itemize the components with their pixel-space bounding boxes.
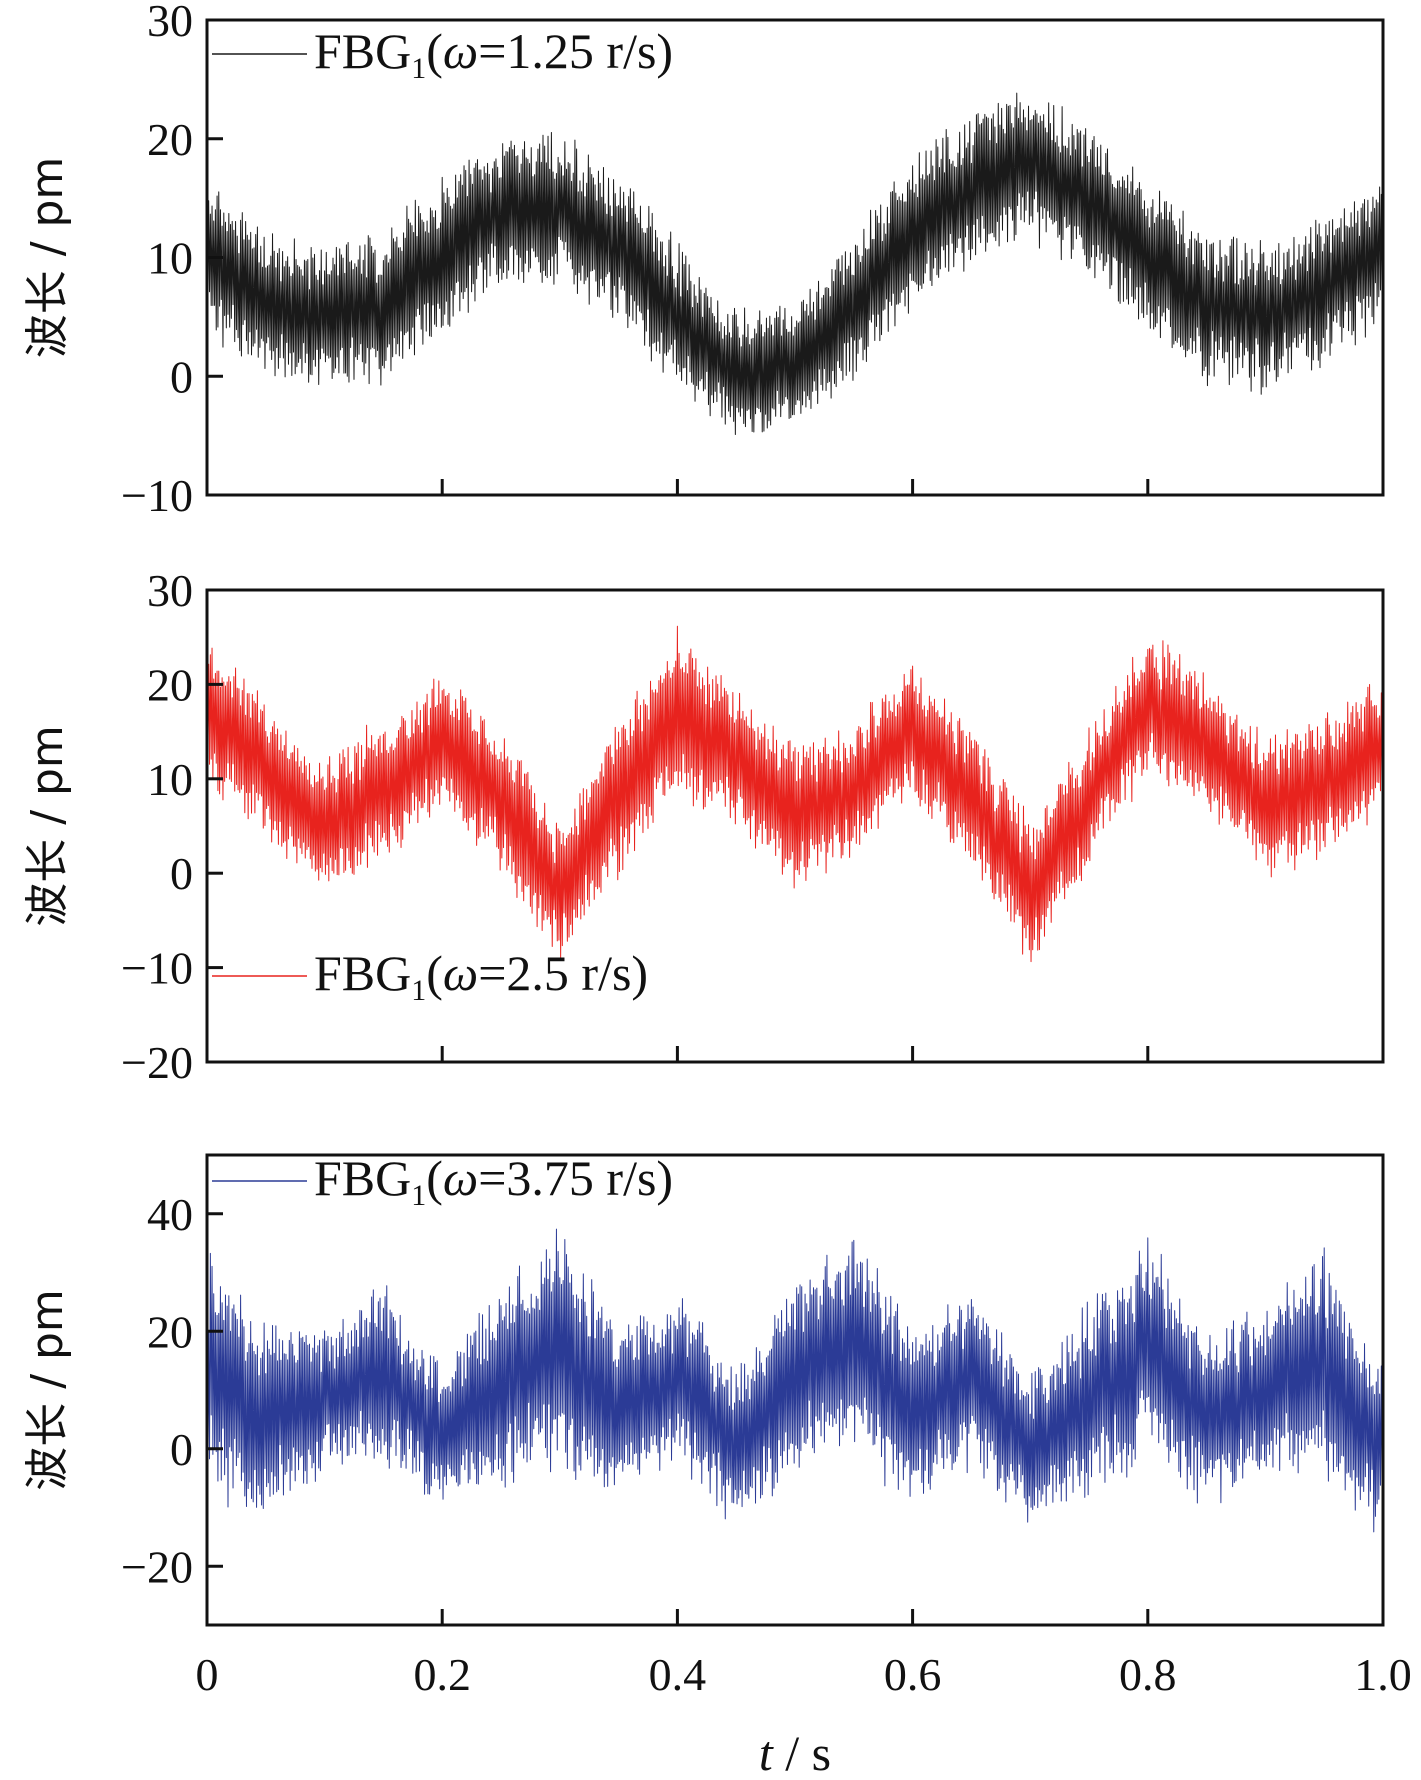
panel-fbg1-3-75: 40 20 0 −20 波长 / pm FBG1(ω=3.75 r/s) xyxy=(22,1150,1385,1627)
y-tick-label: −10 xyxy=(121,943,193,994)
legend-paren: ( xyxy=(426,1150,443,1206)
y-tick-label: −20 xyxy=(121,1037,193,1088)
tick-marks xyxy=(207,1212,1150,1625)
series-line xyxy=(206,625,1384,963)
legend-subscript: 1 xyxy=(411,1179,426,1212)
y-tick-label: 40 xyxy=(147,1189,193,1240)
legend-subscript: 1 xyxy=(411,52,426,85)
legend-omega: ω xyxy=(443,1150,478,1206)
y-tick-label: 0 xyxy=(170,1424,193,1475)
y-tick-label: 10 xyxy=(147,233,193,284)
x-tick-labels: 0 0.2 0.4 0.6 0.8 1.0 xyxy=(196,1649,1412,1700)
y-tick-label: −10 xyxy=(121,470,193,521)
y-tick-label: 30 xyxy=(147,565,193,616)
y-axis-title: 波长 / pm xyxy=(22,1289,73,1491)
y-tick-label: 30 xyxy=(147,0,193,46)
y-axis-title: 波长 / pm xyxy=(22,725,73,927)
series-layer xyxy=(206,92,1384,436)
y-axis-title: 波长 / pm xyxy=(22,157,73,359)
x-tick-label: 0.6 xyxy=(884,1649,942,1700)
legend-paren: ( xyxy=(426,945,443,1001)
x-axis-title: t / s xyxy=(759,1725,831,1780)
series-layer xyxy=(206,1228,1384,1533)
y-tick-label: 20 xyxy=(147,659,193,710)
legend-omega: ω xyxy=(443,945,478,1001)
x-tick-label: 0.8 xyxy=(1119,1649,1177,1700)
y-tick-labels: 40 20 0 −20 xyxy=(121,1189,193,1593)
legend-label: FBG1(ω=2.5 r/s) xyxy=(314,945,648,1007)
y-tick-labels: 30 20 10 0 −10 xyxy=(121,0,193,521)
y-tick-label: 20 xyxy=(147,1306,193,1357)
series-line xyxy=(206,92,1384,436)
x-tick-label: 0.2 xyxy=(413,1649,471,1700)
y-tick-label: 0 xyxy=(170,848,193,899)
legend-rest: =3.75 r/s) xyxy=(478,1150,673,1206)
legend-label: FBG1(ω=1.25 r/s) xyxy=(314,23,673,85)
tick-marks xyxy=(207,588,1150,1064)
legend-omega: ω xyxy=(443,23,478,79)
plot-frame xyxy=(205,1153,1385,1627)
legend-base: FBG xyxy=(314,1150,411,1206)
x-tick-label: 0.4 xyxy=(649,1649,707,1700)
panel-fbg1-2-5: 30 20 10 0 −10 −20 波长 / pm FBG1(ω=2.5 r/s) xyxy=(22,565,1385,1088)
series-layer xyxy=(206,625,1384,963)
y-tick-labels: 30 20 10 0 −10 −20 xyxy=(121,565,193,1088)
tick-marks xyxy=(207,18,1150,497)
y-tick-label: 20 xyxy=(147,114,193,165)
legend-rest: =1.25 r/s) xyxy=(478,23,673,79)
plot-frame xyxy=(205,588,1385,1064)
panel-fbg1-1-25: 30 20 10 0 −10 波长 / pm FBG1(ω=1.25 r/s) xyxy=(22,0,1385,521)
x-tick-label: 0 xyxy=(196,1649,219,1700)
legend-base: FBG xyxy=(314,945,411,1001)
series-line xyxy=(206,1228,1384,1533)
y-tick-label: 0 xyxy=(170,351,193,402)
legend-base: FBG xyxy=(314,23,411,79)
x-axis-title-unit: / s xyxy=(773,1725,831,1780)
x-axis-title-symbol: t xyxy=(759,1725,774,1780)
legend: FBG1(ω=1.25 r/s) xyxy=(212,23,673,85)
x-tick-label: 1.0 xyxy=(1354,1649,1412,1700)
legend-label: FBG1(ω=3.75 r/s) xyxy=(314,1150,673,1212)
y-tick-label: 10 xyxy=(147,754,193,805)
legend-rest: =2.5 r/s) xyxy=(478,945,648,1001)
legend: FBG1(ω=2.5 r/s) xyxy=(212,945,648,1007)
legend-paren: ( xyxy=(426,23,443,79)
y-tick-label: −20 xyxy=(121,1541,193,1592)
legend-subscript: 1 xyxy=(411,974,426,1007)
legend: FBG1(ω=3.75 r/s) xyxy=(212,1150,673,1212)
